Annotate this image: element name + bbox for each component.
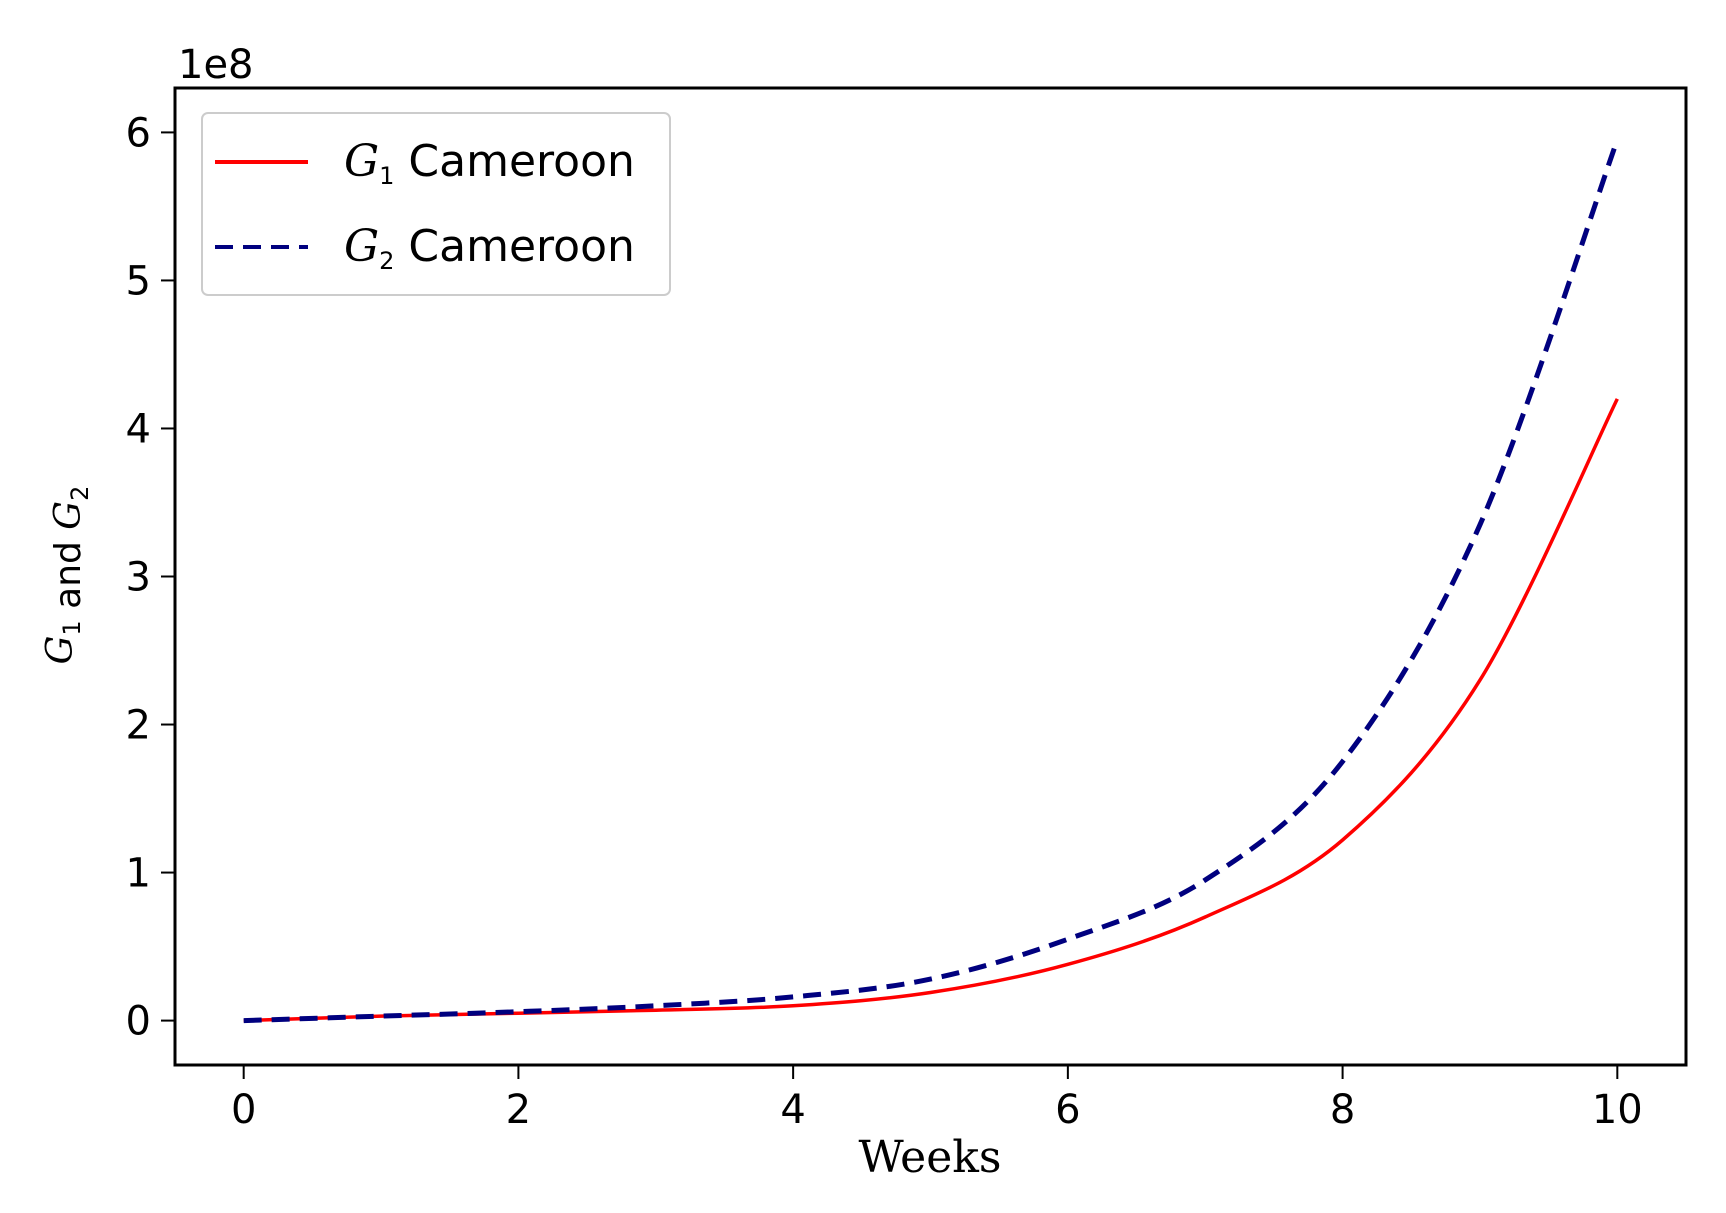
x-tick-label: 0	[231, 1087, 256, 1133]
y-axis-label: G1 and G2	[40, 486, 94, 665]
y-tick-label: 3	[126, 555, 151, 601]
y-tick-label: 6	[126, 110, 151, 156]
series-line-g2	[243, 138, 1620, 1024]
series-lines	[243, 138, 1620, 1024]
y-axis-ticks: 0 1 2 3 4 5 6	[126, 110, 175, 1045]
legend-label-rest: Cameroon	[394, 136, 634, 187]
x-tick-label: 2	[506, 1087, 531, 1133]
legend-label-sub: 1	[379, 162, 394, 190]
y-tick-label: 0	[126, 999, 151, 1045]
x-axis-ticks: 0 2 4 6 8 10	[231, 1065, 1643, 1133]
legend-label-sub: 2	[379, 247, 394, 275]
y-axis-label-part: 1	[58, 620, 86, 635]
y-axis-label-part: G	[40, 636, 81, 665]
x-axis-label: Weeks	[859, 1132, 1002, 1183]
legend: G1 Cameroon G2 Cameroon	[201, 112, 671, 296]
x-tick-label: 4	[780, 1087, 805, 1133]
y-axis-label-part: and	[48, 530, 89, 621]
legend-label-g2: G2 Cameroon	[344, 221, 635, 275]
y-tick-label: 5	[126, 258, 151, 304]
y-tick-label: 2	[126, 703, 151, 749]
x-tick-label: 8	[1330, 1087, 1355, 1133]
x-tick-label: 6	[1055, 1087, 1080, 1133]
y-offset-label: 1e8	[178, 42, 254, 88]
legend-box	[201, 112, 671, 296]
legend-label-base: G	[344, 136, 379, 187]
x-tick-label: 10	[1592, 1087, 1643, 1133]
legend-label-rest: Cameroon	[394, 221, 634, 272]
y-tick-label: 4	[126, 406, 151, 452]
legend-label-g1: G1 Cameroon	[344, 136, 635, 190]
y-axis-label-part: G	[48, 501, 89, 530]
y-tick-label: 1	[126, 851, 151, 897]
y-axis-label-part: 2	[66, 486, 94, 501]
legend-label-base: G	[344, 221, 379, 272]
